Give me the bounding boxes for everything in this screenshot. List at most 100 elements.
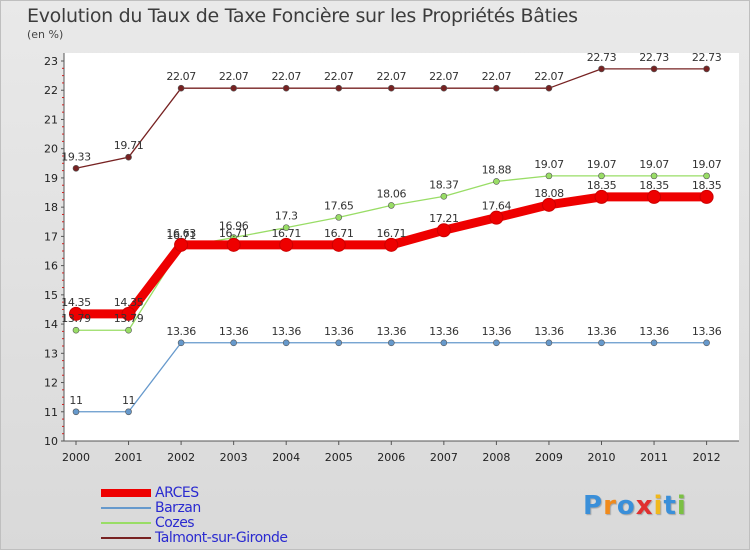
y-tick-label: 19: [44, 172, 58, 185]
data-point: [335, 339, 343, 347]
data-point: [279, 237, 294, 252]
chart-title: Evolution du Taux de Taxe Foncière sur l…: [27, 5, 578, 27]
data-label: 11: [69, 394, 82, 407]
logo-letter: o: [616, 491, 636, 521]
data-label: 17.3: [275, 210, 298, 223]
data-label: 11: [122, 394, 135, 407]
x-tick-label: 2000: [62, 451, 90, 464]
data-point: [125, 408, 132, 416]
data-point: [650, 172, 658, 180]
data-label: 16.71: [271, 227, 301, 240]
data-point: [331, 237, 346, 252]
legend-item: Cozes: [101, 516, 321, 531]
data-point: [545, 339, 553, 347]
data-label: 18.35: [587, 179, 617, 192]
data-label: 13.36: [482, 325, 512, 338]
x-tick-label: 2002: [167, 451, 195, 464]
data-label: 17.65: [324, 199, 354, 212]
data-point: [282, 339, 290, 347]
x-tick-label: 2012: [693, 451, 721, 464]
data-point: [387, 202, 395, 209]
data-label: 22.73: [639, 51, 669, 64]
data-label: 18.06: [377, 187, 407, 200]
legend-label: Talmont-sur-Gironde: [155, 530, 288, 546]
data-label: 13.36: [692, 325, 722, 338]
data-label: 22.07: [324, 70, 354, 83]
data-point: [335, 84, 343, 92]
data-point: [226, 237, 241, 252]
data-label: 13.36: [377, 325, 407, 338]
data-label: 13.36: [219, 325, 249, 338]
data-label: 16.71: [166, 229, 196, 242]
data-label: 19.71: [114, 139, 144, 152]
data-point: [703, 339, 710, 347]
data-label: 13.36: [639, 325, 669, 338]
legend-item: Barzan: [101, 501, 321, 516]
data-point: [598, 339, 605, 347]
y-tick-label: 10: [44, 435, 58, 448]
x-tick-label: 2007: [430, 451, 458, 464]
legend-swatch: [101, 537, 151, 539]
x-tick-label: 2009: [535, 451, 563, 464]
data-label: 13.79: [61, 312, 91, 325]
data-label: 13.36: [587, 325, 617, 338]
data-label: 19.07: [534, 158, 564, 171]
proxiti-logo: Proxiti: [583, 491, 687, 521]
plot-area: [64, 53, 739, 441]
data-point: [72, 408, 80, 416]
data-label: 16.71: [219, 227, 249, 240]
data-label: 22.07: [377, 70, 407, 83]
data-point: [121, 306, 136, 321]
data-point: [72, 326, 80, 334]
y-tick-label: 12: [44, 377, 58, 390]
data-point: [335, 214, 343, 221]
x-tick-label: 2004: [272, 451, 300, 464]
logo-letter: r: [603, 491, 617, 521]
x-tick-label: 2003: [220, 451, 248, 464]
data-point: [703, 172, 710, 180]
data-point: [493, 339, 500, 347]
legend-label: Cozes: [155, 515, 195, 531]
data-point: [125, 326, 132, 334]
y-tick-label: 15: [44, 289, 58, 302]
data-label: 16.63: [166, 227, 196, 240]
data-label: 18.08: [534, 187, 564, 200]
data-label: 16.71: [377, 227, 407, 240]
data-point: [230, 339, 237, 347]
data-label: 22.07: [271, 70, 301, 83]
data-point: [384, 237, 399, 252]
legend: ARCES Barzan Cozes Talmont-sur-Gironde: [101, 486, 321, 546]
data-point: [282, 84, 290, 92]
x-tick-label: 2006: [377, 451, 405, 464]
data-point: [177, 84, 185, 92]
y-axis-unit-label: (en %): [27, 28, 64, 41]
data-point: [440, 193, 448, 200]
data-label: 16.96: [219, 220, 249, 233]
data-point: [125, 153, 132, 161]
x-tick-label: 2001: [115, 451, 143, 464]
logo-letter: P: [583, 491, 604, 521]
data-label: 22.07: [219, 70, 249, 83]
y-tick-label: 14: [44, 318, 58, 331]
x-tick-label: 2011: [640, 451, 668, 464]
data-point: [177, 339, 185, 347]
data-label: 17.64: [482, 200, 512, 213]
y-tick-label: 18: [44, 201, 58, 214]
y-tick-label: 11: [44, 406, 58, 419]
logo-letter: i: [653, 491, 664, 521]
data-point: [230, 84, 237, 92]
data-label: 18.35: [692, 179, 722, 192]
data-label: 14.35: [61, 296, 91, 309]
data-label: 13.79: [114, 312, 144, 325]
x-tick-label: 2010: [588, 451, 616, 464]
data-label: 22.07: [482, 70, 512, 83]
data-label: 16.71: [324, 227, 354, 240]
data-point: [440, 339, 448, 347]
data-label: 22.73: [692, 51, 722, 64]
y-tick-label: 20: [44, 143, 58, 156]
data-label: 22.73: [587, 51, 617, 64]
data-label: 13.36: [271, 325, 301, 338]
data-label: 14.35: [114, 296, 144, 309]
